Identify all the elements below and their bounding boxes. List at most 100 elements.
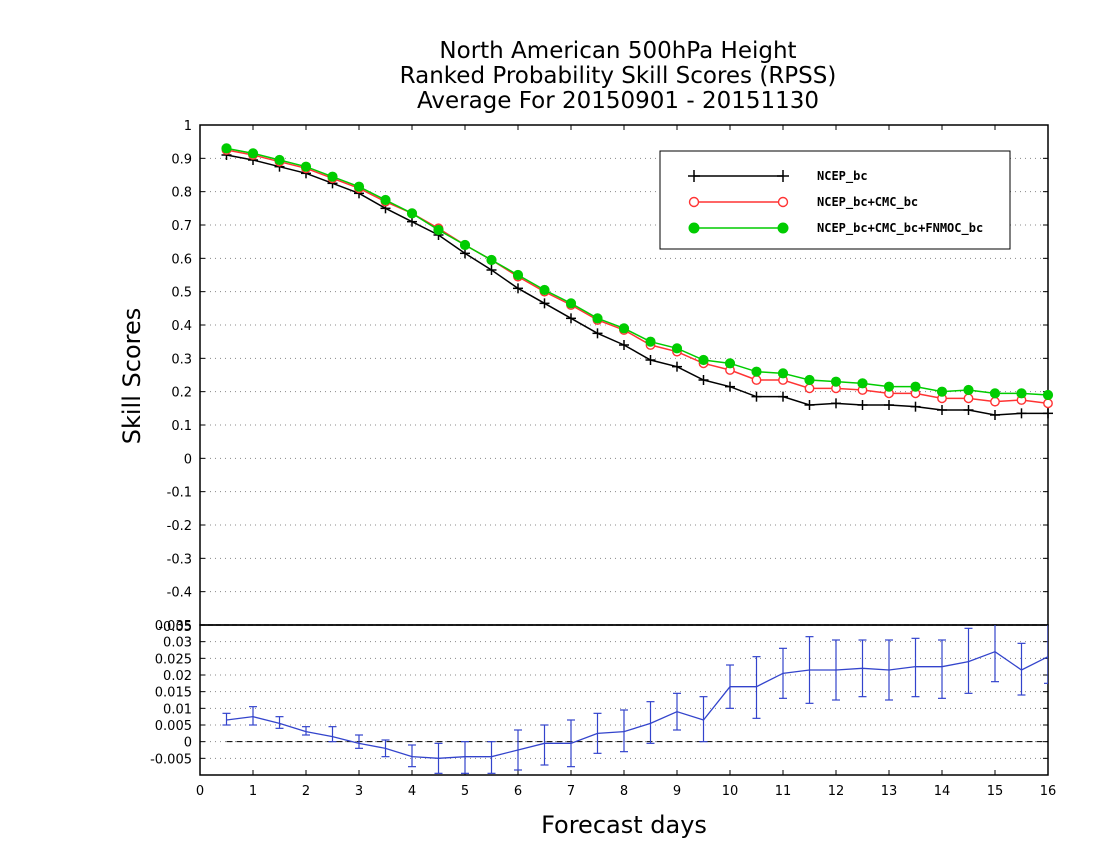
series-2-point — [300, 161, 312, 172]
series-2-point — [645, 336, 656, 347]
series-0-point — [910, 401, 921, 412]
series-2-point — [777, 368, 789, 379]
series-0-point — [1043, 408, 1053, 419]
xtick-label: 8 — [620, 784, 628, 799]
series-2-point — [804, 374, 815, 386]
xtick-label: 4 — [408, 784, 416, 799]
series-2-point — [671, 343, 683, 354]
series-0-point — [857, 400, 868, 410]
xtick-label: 0 — [196, 784, 204, 799]
upper-ytick-label: 0.1 — [171, 419, 192, 434]
series-2-point — [406, 208, 418, 219]
xtick-label: 10 — [722, 784, 739, 799]
upper-ytick-label: -0.1 — [167, 486, 192, 501]
lower-ytick-label: -0.005 — [150, 752, 192, 767]
title-line-1: North American 500hPa Height — [439, 38, 796, 64]
upper-ytick-label: 0.8 — [171, 186, 192, 201]
series-2-point — [353, 181, 365, 192]
xtick-label: 5 — [461, 784, 469, 799]
series-0-point — [751, 391, 762, 402]
upper-ytick-label: 0.6 — [171, 252, 192, 267]
xtick-label: 16 — [1040, 784, 1057, 799]
series-0-point — [990, 410, 1000, 420]
series-0-point — [1016, 408, 1027, 419]
xtick-label: 6 — [514, 784, 522, 799]
overlap-tick-label: -0.05 — [158, 620, 192, 635]
title-line-2: Ranked Probability Skill Scores (RPSS) — [400, 63, 837, 89]
x-axis-label: Forecast days — [541, 811, 707, 839]
lower-ytick-label: 0.03 — [163, 636, 192, 651]
legend-label-1: NCEP_bc+CMC_bc — [817, 195, 918, 210]
series-0-point — [513, 283, 523, 294]
xtick-label: 1 — [249, 784, 257, 799]
series-0-point — [619, 340, 629, 350]
xtick-label: 15 — [987, 784, 1004, 799]
series-2-point — [883, 381, 895, 392]
series-2-point — [433, 224, 444, 236]
lower-ytick-label: 0.035 — [155, 619, 192, 634]
series-0-point — [963, 405, 974, 415]
xtick-label: 14 — [934, 784, 951, 799]
series-1-point — [751, 375, 762, 385]
xtick-label: 7 — [567, 784, 575, 799]
series-2-point — [936, 386, 948, 397]
y-axis-label: Skill Scores — [118, 308, 146, 445]
upper-ytick-label: 0.3 — [171, 352, 192, 367]
lower-ytick-label: 0 — [184, 736, 192, 751]
lower-ytick-label: 0.005 — [155, 719, 192, 734]
series-0-point — [831, 398, 841, 409]
difference-series — [222, 625, 1048, 774]
series-2-point — [512, 269, 524, 281]
series-2-point — [618, 323, 630, 334]
upper-ytick-label: 0.5 — [171, 286, 192, 301]
lower-ytick-label: 0.025 — [155, 652, 192, 667]
lower-plot-frame — [199, 624, 1049, 776]
series-0-point — [884, 400, 894, 410]
series-0-point — [937, 405, 947, 415]
series-1-point — [804, 383, 815, 394]
lower-ytick-label: 0.015 — [155, 686, 192, 701]
series-2-point — [274, 154, 285, 166]
series-0-point — [645, 355, 656, 365]
xtick-label: 11 — [775, 784, 792, 799]
series-2-point — [724, 358, 736, 369]
series-0-point — [539, 298, 550, 309]
series-2-point — [565, 298, 577, 309]
series-2-point — [486, 254, 497, 266]
series-2-point — [459, 239, 471, 251]
series-2-point — [698, 354, 709, 366]
xtick-label: 12 — [828, 784, 845, 799]
series-2-point — [327, 171, 338, 182]
upper-ytick-label: 1 — [184, 119, 192, 134]
series-0-point — [804, 400, 815, 410]
series-0-point — [672, 361, 682, 372]
series-0-point — [592, 328, 603, 339]
legend: NCEP_bc NCEP_bc+CMC_bc NCEP_bc+CMC_bc+FNMO… — [659, 150, 1011, 250]
title-line-3: Average For 20150901 - 20151130 — [417, 88, 819, 114]
legend-marker-2 — [777, 222, 789, 234]
xtick-label: 13 — [881, 784, 898, 799]
upper-ytick-label: -0.3 — [167, 552, 192, 567]
series-2-point — [380, 194, 391, 206]
series-2-point — [1016, 388, 1027, 399]
series-1-point — [990, 396, 1000, 407]
lower-ytick-label: 0.02 — [163, 669, 192, 684]
series-0-point — [566, 313, 576, 324]
upper-ytick-label: 0.2 — [171, 386, 192, 401]
skill-score-panel: 1 0.9 0.8 0.7 0.6 0.5 0.4 0.3 0.2 0.1 0 -0.1 -0.2 -0.… — [167, 119, 1054, 626]
series-0-point — [698, 375, 709, 385]
legend-label-2: NCEP_bc+CMC_bc+FNMOC_bc — [817, 221, 983, 236]
legend-box — [659, 150, 1011, 250]
upper-ytick-label: 0.7 — [171, 219, 192, 234]
legend-marker-2 — [688, 222, 700, 234]
series-2-point — [1042, 389, 1054, 401]
series-0-point — [725, 381, 735, 392]
xtick-label: 9 — [673, 784, 681, 799]
series-2-point — [963, 384, 974, 396]
legend-label-0: NCEP_bc — [817, 169, 868, 184]
upper-ytick-label: 0 — [184, 452, 192, 467]
upper-ytick-label: -0.4 — [167, 586, 192, 601]
difference-panel: 0.0350.030.0250.020.0150.010.0050-0.005-… — [150, 619, 1056, 799]
